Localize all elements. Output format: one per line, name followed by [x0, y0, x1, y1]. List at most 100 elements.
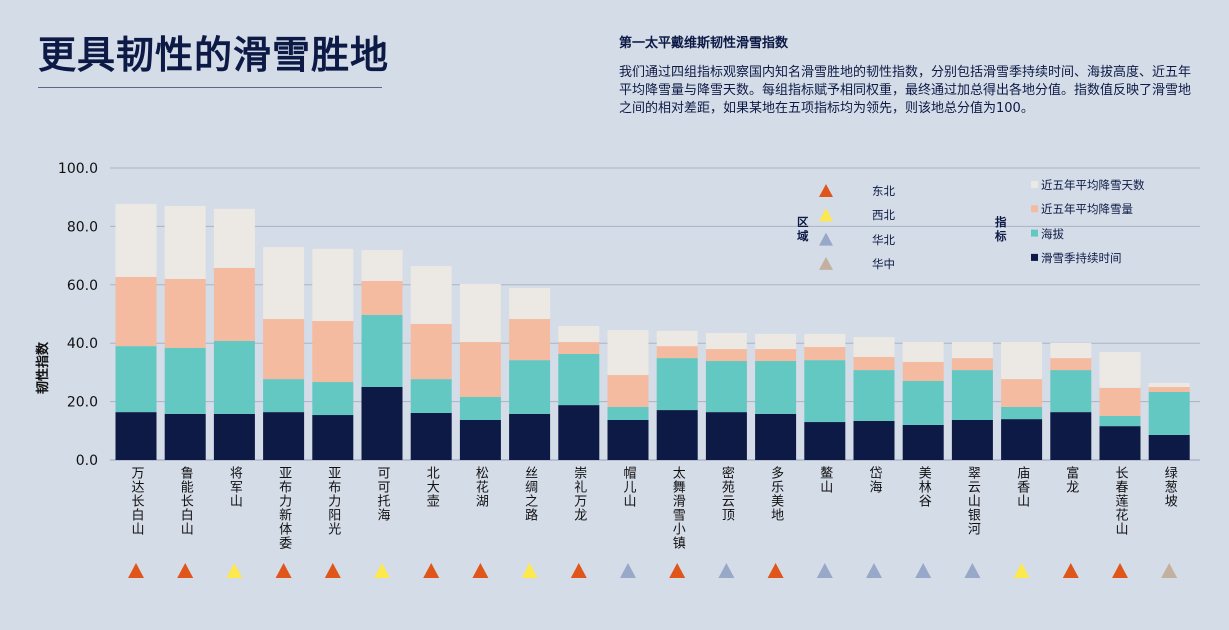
bar-segment — [164, 278, 206, 348]
bar-segment — [804, 422, 846, 460]
bar-segment — [853, 356, 895, 371]
bar-segment — [263, 318, 305, 380]
legend-region-triangle-icon — [819, 208, 833, 222]
x-tick-label: 亚布力新体委 — [276, 466, 292, 550]
region-triangle-icon — [226, 563, 243, 578]
y-tick-label: 40.0 — [67, 336, 98, 352]
title-divider — [38, 87, 382, 88]
bar-segment — [410, 412, 452, 460]
bar-segment — [755, 349, 797, 362]
bar-segment — [1050, 370, 1092, 413]
bar-segment — [509, 288, 551, 319]
bar-segment — [312, 321, 354, 383]
bar-segment — [115, 346, 157, 413]
legend-swatch — [1031, 181, 1038, 188]
bar-segment — [115, 276, 157, 347]
y-tick-label: 20.0 — [67, 395, 98, 411]
bar-segment — [853, 420, 895, 460]
legend-region-triangle-icon — [819, 184, 833, 197]
bar-segment — [213, 267, 255, 341]
legend-region-triangle-icon — [819, 256, 833, 270]
chart-description: 我们通过四组指标观察国内知名滑雪胜地的韧性指数，分别包括滑雪季持续时间、海拔高度… — [619, 65, 1192, 116]
bar-segment — [115, 203, 157, 277]
region-triangle-icon — [816, 563, 833, 578]
bar-segment — [410, 266, 452, 324]
bar-segment — [902, 424, 944, 460]
bar-segment — [312, 415, 354, 460]
bar-segment — [1050, 358, 1092, 371]
bar-segment — [263, 412, 305, 460]
x-tick-label: 松花湖 — [472, 466, 488, 508]
bar-segment — [213, 413, 255, 460]
region-triangle-icon — [521, 563, 538, 578]
bar-segment — [459, 396, 501, 420]
bar-segment — [902, 380, 944, 425]
bar-segment — [902, 361, 944, 381]
region-triangle-icon — [767, 563, 784, 578]
bar-segment — [115, 412, 157, 460]
y-tick-label: 100.0 — [58, 161, 98, 177]
chart-subtitle: 第一太平戴维斯韧性滑雪指数 — [619, 36, 789, 51]
region-triangle-icon — [128, 563, 144, 578]
bar-segment — [656, 346, 698, 359]
bar-segment — [951, 419, 993, 460]
bar-segment — [213, 208, 255, 268]
bar-segment — [459, 283, 501, 343]
x-tick-label: 绿葱坡 — [1161, 466, 1177, 508]
legend-region-label: 西北 — [872, 208, 895, 223]
x-tick-label: 翠云山银河 — [964, 466, 980, 536]
bar-segment — [361, 250, 403, 282]
bar-segment — [410, 323, 452, 380]
bar-segment — [263, 379, 305, 413]
bar-segment — [607, 406, 649, 420]
bar-segment — [656, 358, 698, 411]
legend-swatch — [1031, 205, 1038, 213]
region-triangle-icon — [1161, 563, 1178, 578]
x-tick-label: 美林谷 — [915, 466, 931, 508]
bar-segment — [1001, 419, 1043, 460]
region-triangle-icon — [1112, 563, 1128, 578]
bar-segment — [1099, 387, 1141, 416]
bar-segment — [705, 412, 747, 460]
x-tick-label: 鳌山 — [817, 466, 833, 494]
y-axis-label: 韧性指数 — [35, 341, 51, 394]
legend-indicator-label: 滑雪季持续时间 — [1041, 250, 1122, 265]
bar-segment — [1099, 351, 1141, 388]
region-triangle-icon — [324, 563, 341, 578]
bar-segment — [263, 247, 305, 319]
bar-segment — [656, 410, 698, 460]
bar-segment — [509, 318, 551, 361]
bar-segment — [705, 361, 747, 413]
x-tick-label: 庙香山 — [1014, 466, 1030, 508]
region-triangle-icon — [718, 563, 735, 578]
page-title: 更具韧性的滑雪胜地 — [38, 33, 390, 77]
bar-segment — [1050, 412, 1092, 460]
legend-region-triangle-icon — [819, 232, 833, 246]
legend-swatch — [1031, 229, 1038, 237]
bar-segment — [951, 370, 993, 420]
x-tick-label: 崇礼万龙 — [571, 466, 587, 522]
bar-segment — [558, 354, 600, 406]
bar-segment — [1148, 434, 1190, 460]
region-triangle-icon — [669, 563, 686, 578]
bar-segment — [902, 342, 944, 362]
bar-segment — [558, 342, 600, 355]
bar-segment — [804, 360, 846, 423]
bar-segment — [164, 205, 206, 279]
region-triangle-icon — [423, 563, 440, 578]
bar-segment — [705, 349, 747, 362]
y-tick-label: 60.0 — [67, 278, 98, 294]
legend-indicator-label: 近五年平均降雪量 — [1041, 202, 1133, 217]
x-tick-label: 丝绸之路 — [522, 466, 538, 522]
x-tick-label: 北大壶 — [423, 466, 439, 508]
region-triangle-icon — [177, 563, 194, 578]
region-triangle-icon — [374, 563, 390, 578]
bar-segment — [1001, 379, 1043, 407]
bar-segment — [607, 330, 649, 376]
x-tick-label: 长春莲花山 — [1112, 466, 1128, 536]
x-tick-label: 多乐美地 — [768, 466, 784, 522]
region-triangle-icon — [1062, 563, 1079, 578]
bar-segment — [1099, 426, 1141, 460]
bar-segment — [804, 346, 846, 361]
region-triangle-icon — [570, 563, 587, 578]
